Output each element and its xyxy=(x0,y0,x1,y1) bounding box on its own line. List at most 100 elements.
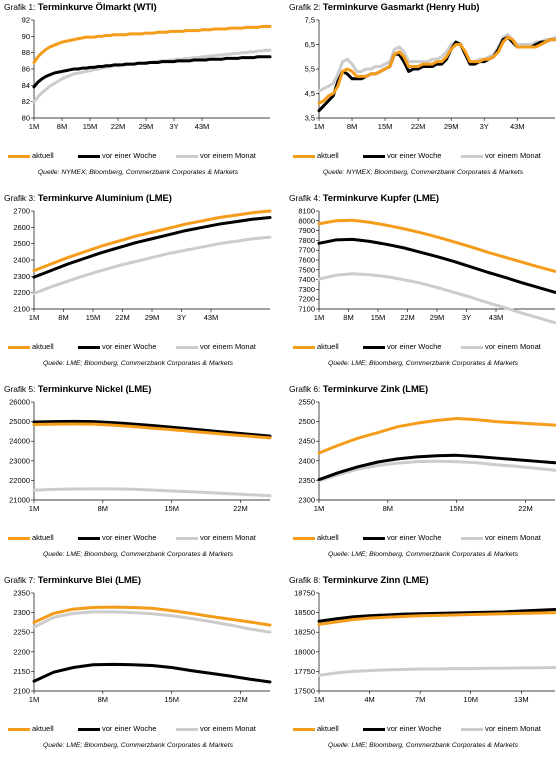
chart-panel: Grafik 3: Terminkurve Aluminium (LME) 210… xyxy=(4,193,272,384)
y-tick-label: 80 xyxy=(22,114,30,123)
chart-title-text: Terminkurve Ölmarkt (WTI) xyxy=(35,2,157,13)
chart-title-prefix: Grafik 1: xyxy=(4,2,36,12)
chart-panel: Grafik 4: Terminkurve Kupfer (LME) 7100 72… xyxy=(289,193,556,384)
series-line xyxy=(32,422,272,440)
legend-label: vor einem Monat xyxy=(485,151,541,160)
y-tick-label: 82 xyxy=(22,97,30,106)
legend-label: aktuell xyxy=(32,533,54,542)
legend-label: vor einer Woche xyxy=(387,342,442,351)
legend: aktuell vor einer Woche vor einem Monat xyxy=(4,151,272,163)
y-tick-label: 88 xyxy=(22,48,30,57)
chart-title-prefix: Grafik 4: xyxy=(289,193,321,203)
legend-swatch xyxy=(176,727,198,731)
chart-title-prefix: Grafik 5: xyxy=(4,384,36,394)
chart-title-text: Terminkurve Zinn (LME) xyxy=(320,575,429,586)
x-tick-label: 15M xyxy=(449,504,464,513)
legend-label: vor einer Woche xyxy=(387,151,442,160)
y-tick-label: 2200 xyxy=(13,288,30,297)
x-tick-label: 15M xyxy=(164,695,179,704)
legend-item: aktuell xyxy=(8,724,54,733)
series-line xyxy=(32,419,272,438)
chart-title-prefix: Grafik 6: xyxy=(289,384,321,394)
x-tick-label: 1M xyxy=(314,695,324,704)
chart-title: Grafik 8: Terminkurve Zinn (LME) xyxy=(289,575,429,586)
y-tick-label: 7100 xyxy=(298,305,315,314)
y-tick-label: 7200 xyxy=(298,295,315,304)
y-tick-label: 7800 xyxy=(298,236,315,245)
legend-item: vor einem Monat xyxy=(461,342,541,351)
legend-item: aktuell xyxy=(293,151,339,160)
y-tick-label: 8000 xyxy=(298,216,315,225)
legend-swatch xyxy=(8,154,30,158)
series-line xyxy=(317,453,556,482)
legend-swatch xyxy=(78,154,100,158)
x-tick-label: 29M xyxy=(139,122,154,131)
legend: aktuell vor einer Woche vor einem Monat xyxy=(4,533,272,545)
x-tick-label: 43M xyxy=(510,122,525,131)
y-tick-label: 2550 xyxy=(298,398,315,407)
y-tick-label: 2100 xyxy=(13,305,30,314)
legend-swatch xyxy=(176,154,198,158)
chart-source: Quelle: LME; Bloomberg, Commerzbank Corp… xyxy=(42,551,233,558)
x-tick-label: 1M xyxy=(29,122,39,131)
y-tick-label: 18250 xyxy=(294,628,315,637)
legend-swatch xyxy=(293,345,315,349)
series-line xyxy=(317,665,556,677)
y-tick-label: 8100 xyxy=(298,207,315,216)
chart-title: Grafik 2: Terminkurve Gasmarkt (Henry Hu… xyxy=(289,2,479,13)
y-tick-label: 17750 xyxy=(294,667,315,676)
y-tick-label: 2600 xyxy=(13,223,30,232)
y-tick-label: 7900 xyxy=(298,226,315,235)
legend-label: vor einem Monat xyxy=(200,533,256,542)
legend-swatch xyxy=(176,536,198,540)
chart-source: Quelle: NYMEX; Bloomberg, Commerzbank Co… xyxy=(37,169,239,176)
legend-label: vor einer Woche xyxy=(387,724,442,733)
y-tick-label: 7600 xyxy=(298,256,315,265)
x-tick-label: 43M xyxy=(489,313,504,322)
x-tick-label: 8M xyxy=(347,122,357,131)
y-tick-label: 2350 xyxy=(13,589,30,598)
legend-swatch xyxy=(293,727,315,731)
y-tick-label: 2100 xyxy=(13,687,30,696)
legend-label: aktuell xyxy=(32,724,54,733)
y-tick-label: 7700 xyxy=(298,246,315,255)
x-tick-label: 10M xyxy=(463,695,478,704)
legend-swatch xyxy=(8,727,30,731)
legend: aktuell vor einer Woche vor einem Monat xyxy=(289,724,556,736)
series-line xyxy=(317,611,556,626)
chart-source: Quelle: LME; Bloomberg, Commerzbank Corp… xyxy=(327,742,518,749)
legend-swatch xyxy=(461,727,483,731)
legend-label: aktuell xyxy=(32,151,54,160)
series-line xyxy=(317,35,556,105)
chart-title: Grafik 7: Terminkurve Blei (LME) xyxy=(4,575,141,586)
y-tick-label: 23000 xyxy=(9,456,30,465)
legend-label: aktuell xyxy=(317,533,339,542)
legend-swatch xyxy=(176,345,198,349)
legend-item: aktuell xyxy=(293,724,339,733)
x-tick-label: 22M xyxy=(111,122,126,131)
x-tick-label: 3Y xyxy=(177,313,186,322)
legend-item: vor einer Woche xyxy=(78,724,156,733)
series-line xyxy=(317,607,556,623)
x-tick-label: 1M xyxy=(314,504,324,513)
y-tick-label: 2150 xyxy=(13,667,30,676)
x-tick-label: 43M xyxy=(204,313,219,322)
chart-source: Quelle: LME; Bloomberg, Commerzbank Corp… xyxy=(42,742,233,749)
x-tick-label: 8M xyxy=(98,695,108,704)
x-tick-label: 8M xyxy=(58,313,68,322)
legend: aktuell vor einer Woche vor einem Monat xyxy=(4,342,272,354)
y-tick-label: 84 xyxy=(22,81,30,90)
x-tick-label: 15M xyxy=(371,313,386,322)
x-tick-label: 22M xyxy=(400,313,415,322)
y-tick-label: 26000 xyxy=(9,398,30,407)
x-tick-label: 1M xyxy=(314,313,324,322)
x-tick-label: 43M xyxy=(195,122,210,131)
legend-swatch xyxy=(8,536,30,540)
legend-swatch xyxy=(78,536,100,540)
y-tick-label: 2350 xyxy=(298,476,315,485)
legend-label: aktuell xyxy=(317,724,339,733)
chart-plot: 3,5 4,5 5,5 6,5 7,5 1M 8M 15M 22M 29M 3Y 43M xyxy=(305,16,556,131)
y-tick-label: 2250 xyxy=(13,628,30,637)
chart-title-prefix: Grafik 8: xyxy=(289,575,321,585)
legend-swatch xyxy=(293,536,315,540)
